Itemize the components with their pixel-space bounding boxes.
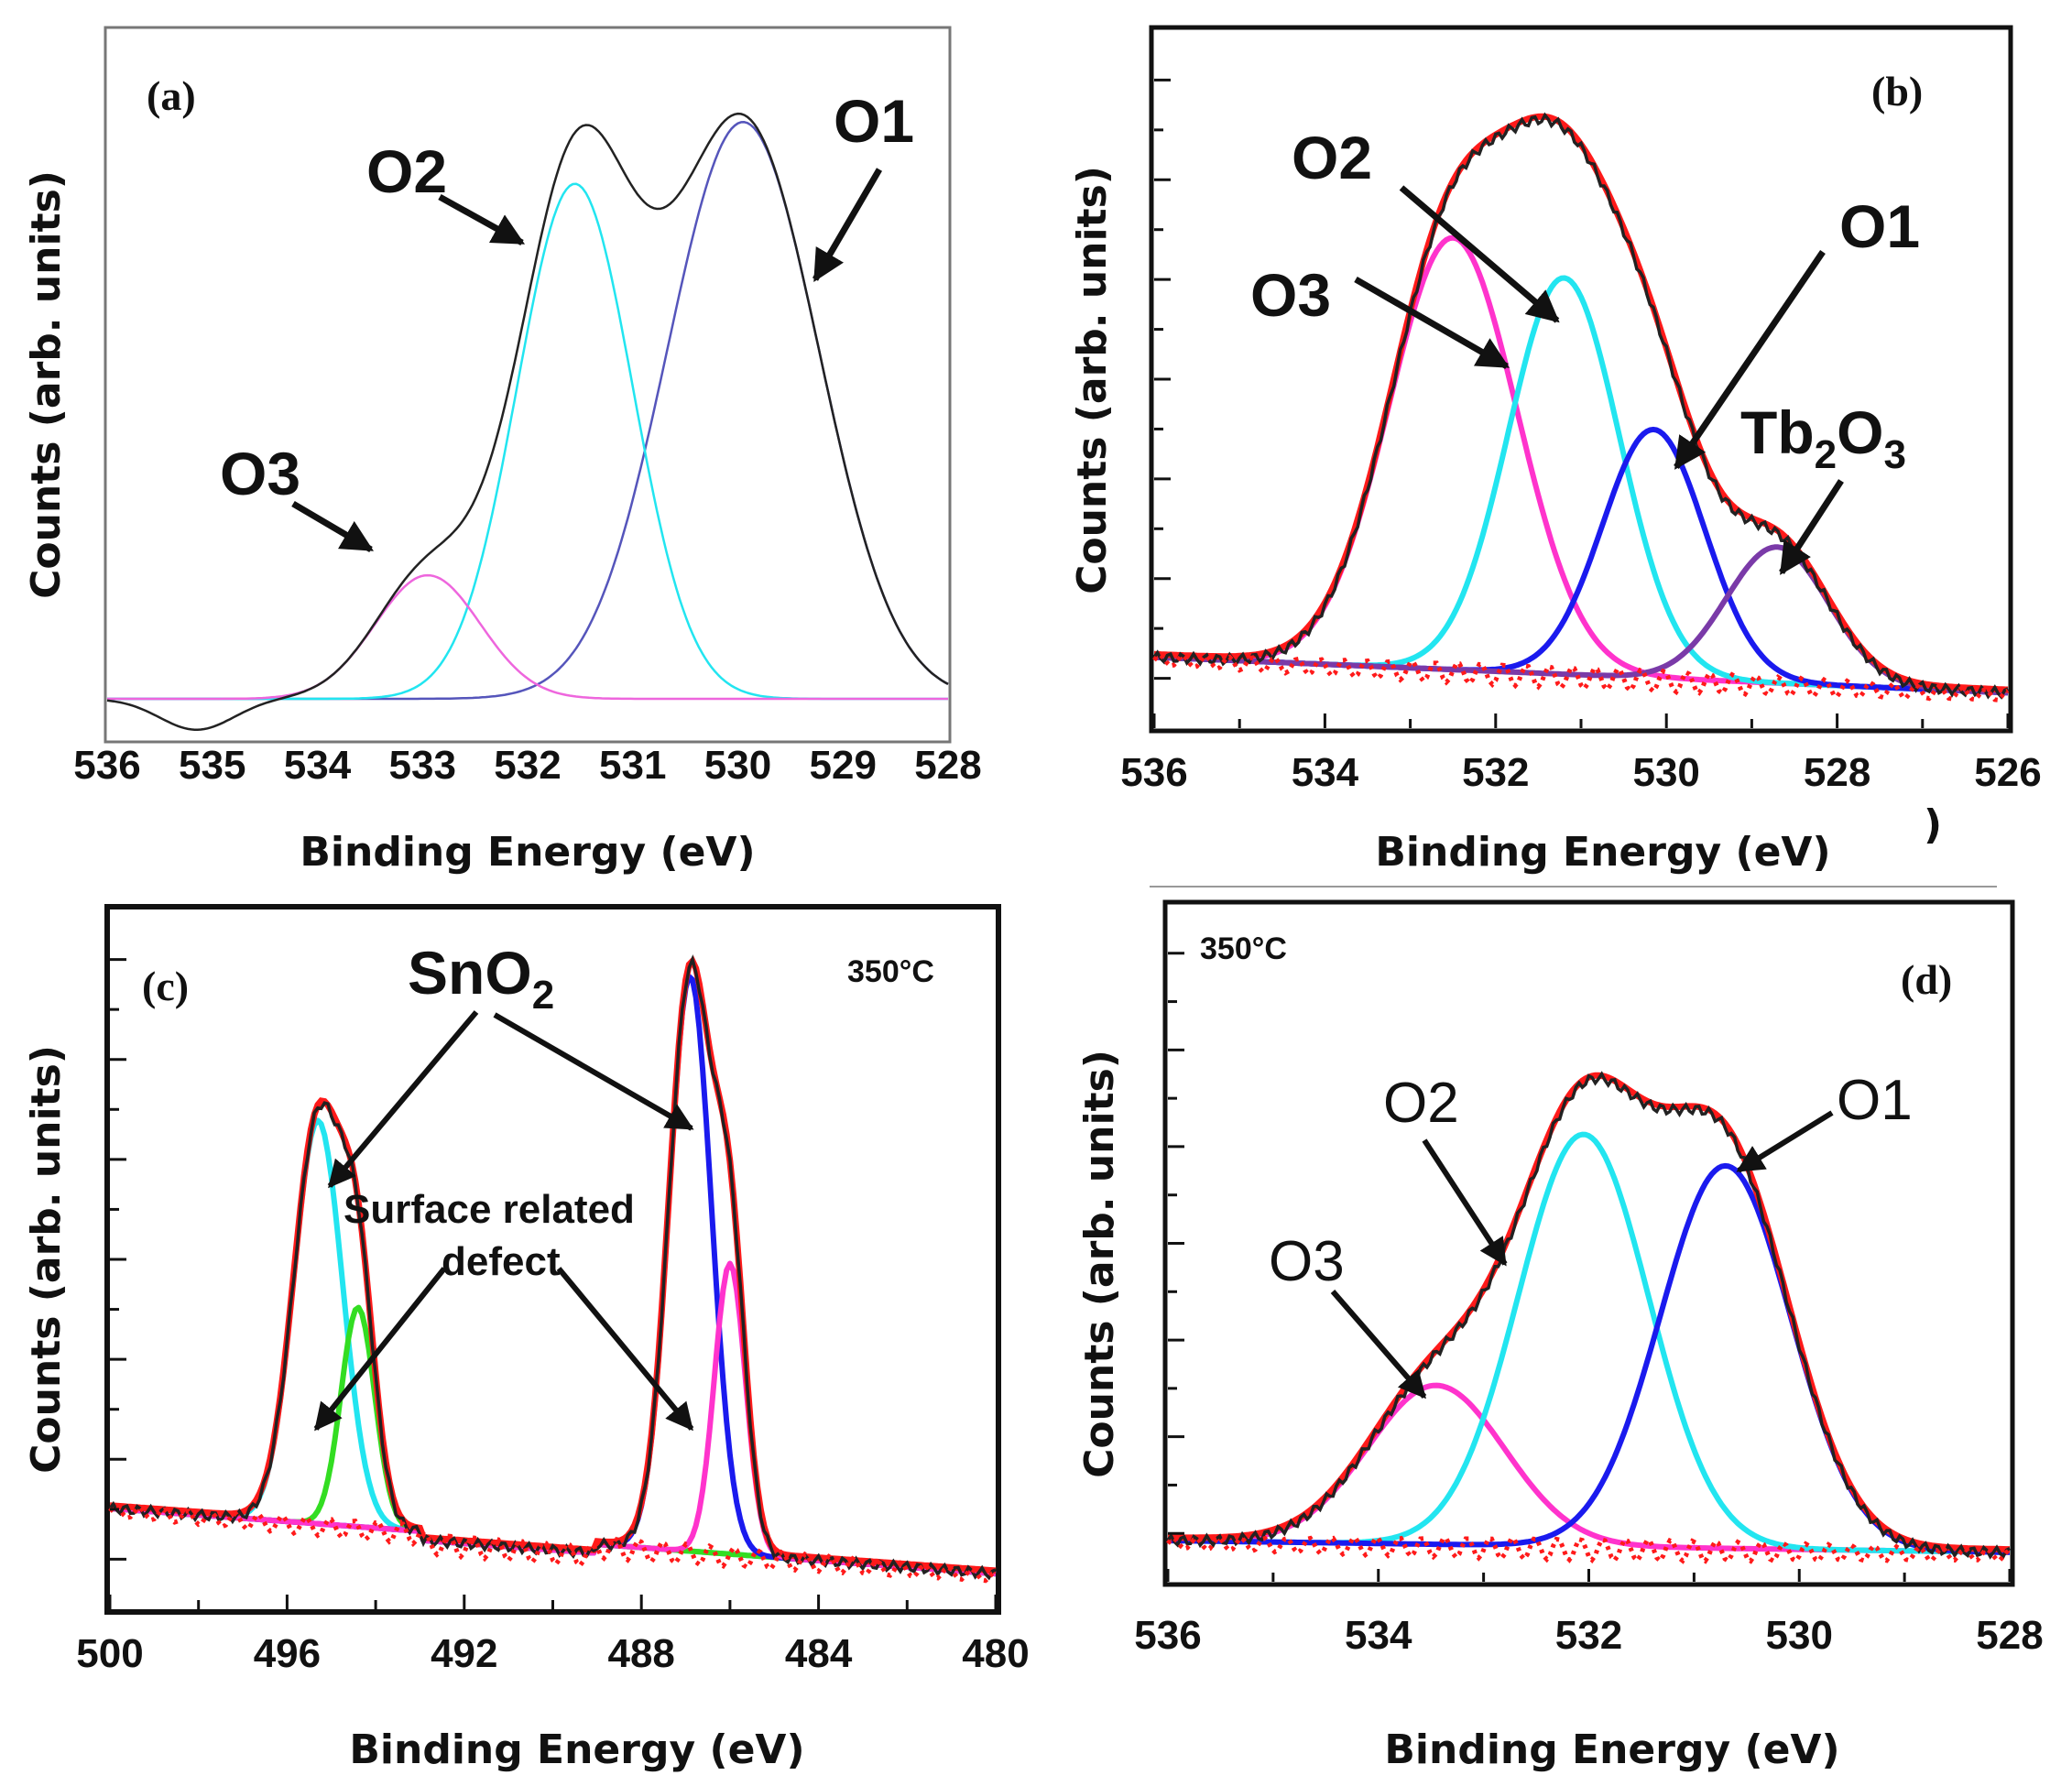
peak-o2-curve	[1167, 1131, 2011, 1555]
x-tick-label: 532	[1462, 750, 1529, 795]
tick-group: 536 534 532 530 528 526	[1120, 78, 2042, 795]
residual-curve	[1152, 652, 2010, 702]
experimental-envelope-curve	[106, 112, 949, 731]
tick-group: 500 496 492 488 484 480	[76, 958, 1030, 1676]
panel-c: 500 496 492 488 484 480 (c) 350°C SnO2 Surfac…	[23, 904, 1030, 1773]
annotation-o1: O1	[1837, 1069, 1913, 1132]
plot-frame	[1149, 25, 2013, 734]
plot-frame	[104, 26, 952, 744]
panel-a: 536 535 534 533 532 531 530 529 528 (a) O1 O2 O3…	[23, 26, 982, 876]
arrow-o2	[438, 193, 526, 246]
arrow-sno2-right	[493, 1012, 694, 1131]
tick-group: 536 535 534 533 532 531 530 529 528	[73, 743, 981, 788]
stray-parenthesis: )	[1924, 801, 1942, 848]
x-tick-label: 528	[1976, 1613, 2043, 1658]
x-tick-label: 530	[1766, 1613, 1833, 1658]
x-axis-title: Binding Energy (eV)	[300, 829, 755, 876]
tick-group: 536 534 532 530 528	[1134, 952, 2044, 1658]
arrow-o2	[1399, 185, 1560, 323]
annotation-defect-line2: defect	[442, 1239, 561, 1284]
x-tick-label: 526	[1974, 750, 2041, 795]
arrow-defect-left	[313, 1267, 447, 1432]
x-tick-label: 528	[914, 743, 981, 788]
curve-group	[108, 953, 998, 1584]
y-axis-title: Counts (arb. units)	[1076, 1050, 1123, 1478]
annotation-o3: O3	[220, 440, 300, 507]
arrow-tb2o3	[1779, 479, 1844, 575]
arrow-defect-right	[556, 1267, 694, 1432]
y-axis-title: Counts (arb. units)	[23, 1045, 70, 1474]
arrow-sno2-left	[327, 1010, 479, 1189]
x-tick-label: 532	[494, 743, 561, 788]
peak-surface-related-defect-curve	[109, 1304, 997, 1577]
x-tick-label: 488	[607, 1631, 674, 1676]
x-axis-title: Binding Energy (eV)	[1375, 829, 1830, 876]
arrow-o3	[1330, 1290, 1427, 1399]
experimental-envelope-curve	[1166, 1071, 2011, 1560]
panel-label: (b)	[1871, 68, 1923, 114]
x-tick-label: 529	[810, 743, 877, 788]
annotation-o2: O2	[1383, 1072, 1459, 1135]
x-tick-label: 528	[1804, 750, 1870, 795]
peak-o2-curve	[1153, 275, 2009, 696]
x-tick-label: 536	[1134, 1613, 1201, 1658]
x-tick-label: 533	[389, 743, 456, 788]
y-axis-title: Counts (arb. units)	[23, 170, 70, 599]
x-tick-label: 530	[704, 743, 771, 788]
curve-group	[1152, 112, 2010, 702]
annotation-sno2: SnO2	[408, 939, 554, 1018]
x-tick-label: 534	[1345, 1613, 1412, 1658]
y-axis-title: Counts (arb. units)	[1069, 166, 1116, 594]
x-tick-label: 536	[1120, 750, 1187, 795]
x-tick-label: 530	[1632, 750, 1699, 795]
arrow-o3	[1354, 276, 1510, 370]
peak-o3-curve	[107, 573, 948, 701]
peak-o1-curve	[107, 121, 949, 701]
arrow-o1	[812, 168, 883, 283]
arrow-o2	[1422, 1138, 1508, 1267]
annotation-o2: O2	[366, 137, 447, 205]
x-tick-label: 534	[284, 743, 352, 788]
x-axis-title: Binding Energy (eV)	[349, 1726, 804, 1773]
x-tick-label: 535	[179, 743, 245, 788]
x-tick-label: 480	[962, 1631, 1029, 1676]
x-tick-label: 496	[254, 1631, 321, 1676]
experimental-envelope-curve	[1152, 112, 2009, 700]
annotation-o3: O3	[1250, 261, 1331, 329]
annotation-o1: O1	[834, 87, 914, 155]
panel-d: 536 534 532 530 528 (d) 350°C O1 O2 O3 Bindi…	[1076, 899, 2044, 1773]
temperature-label: 350°C	[1200, 931, 1287, 966]
annotation-defect-line1: Surface related	[344, 1187, 635, 1232]
panel-label: (d)	[1901, 956, 1952, 1003]
annotation-tb2o3: Tb2O3	[1740, 398, 1906, 477]
curve-group	[1166, 1071, 2012, 1564]
x-tick-label: 484	[785, 1631, 853, 1676]
x-tick-label: 492	[431, 1631, 497, 1676]
x-tick-label: 534	[1292, 750, 1359, 795]
arrow-o3	[291, 500, 375, 553]
arrow-o1	[1736, 1110, 1834, 1173]
temperature-label: 350°C	[847, 954, 934, 989]
curve-group	[106, 112, 949, 731]
residual-curve	[108, 1504, 998, 1584]
annotation-o2: O2	[1292, 124, 1372, 191]
panel-label: (c)	[142, 963, 189, 1009]
x-tick-label: 500	[76, 1631, 143, 1676]
fit-envelope-curve	[1167, 1072, 2010, 1553]
x-tick-label: 532	[1555, 1613, 1622, 1658]
x-tick-label: 531	[599, 743, 666, 788]
annotation-o3: O3	[1269, 1230, 1345, 1293]
plot-frame	[1162, 899, 2015, 1587]
arrow-o1	[1674, 250, 1826, 470]
x-tick-label: 536	[73, 743, 140, 788]
annotation-o1: O1	[1839, 192, 1920, 260]
peak-o1-curve	[1167, 1162, 2010, 1555]
panel-label: (a)	[147, 72, 196, 119]
plot-frame	[104, 904, 1001, 1615]
panel-b: 536 534 532 530 528 526 (b) O2 O3 O1 Tb2O3 Bi…	[1069, 25, 2042, 876]
x-axis-title: Binding Energy (eV)	[1384, 1726, 1839, 1773]
